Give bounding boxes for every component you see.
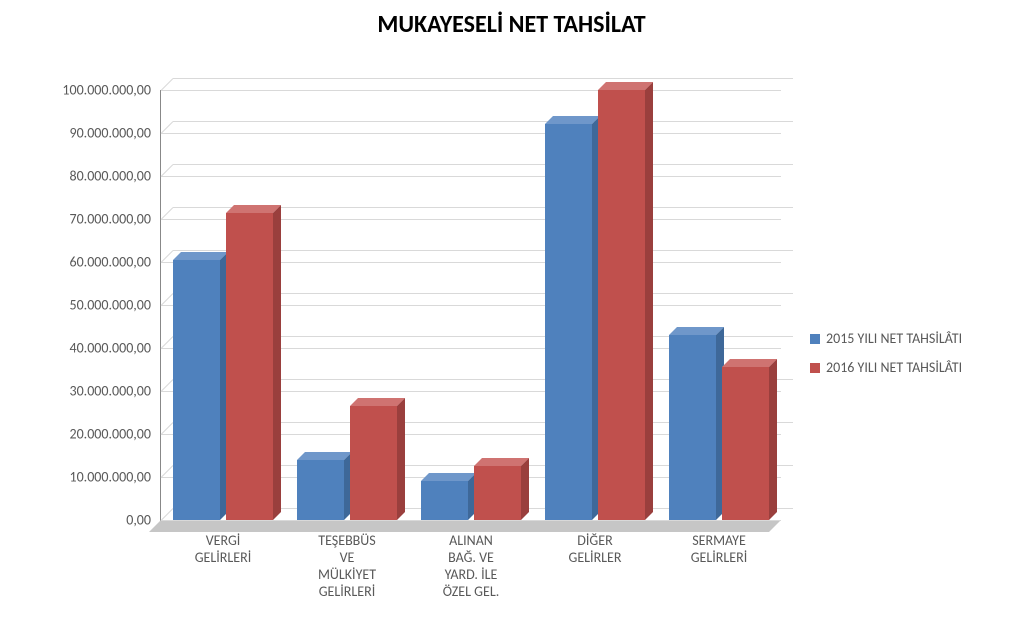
bar bbox=[474, 466, 521, 520]
bar-front bbox=[421, 481, 468, 520]
y-tick-label: 90.000.000,00 bbox=[69, 125, 151, 142]
bar bbox=[545, 124, 592, 520]
y-tick-label: 40.000.000,00 bbox=[69, 340, 151, 357]
chart-container: MUKAYESELİ NET TAHSİLAT 0,0010.000.000,0… bbox=[0, 0, 1023, 634]
x-tick-label: ALINAN BAĞ. VE YARD. İLE ÖZEL GEL. bbox=[409, 532, 533, 600]
x-tick-label: DİĞER GELİRLER bbox=[533, 532, 657, 566]
bar-front bbox=[173, 260, 220, 520]
bar bbox=[598, 90, 645, 520]
bar-side bbox=[645, 82, 653, 520]
bar-front bbox=[722, 367, 769, 520]
legend-item: 2015 YILI NET TAHSİLÂTI bbox=[810, 330, 962, 347]
gridline-depth bbox=[161, 508, 174, 521]
y-tick-label: 80.000.000,00 bbox=[69, 168, 151, 185]
gridline-depth bbox=[161, 207, 174, 220]
bar-top bbox=[226, 205, 281, 213]
gridline-back bbox=[173, 78, 793, 79]
plot-floor bbox=[149, 520, 781, 532]
legend-label: 2016 YILI NET TAHSİLÂTI bbox=[826, 359, 962, 376]
y-tick-label: 0,00 bbox=[126, 512, 151, 529]
bar-front bbox=[474, 466, 521, 520]
gridline-depth bbox=[161, 336, 174, 349]
legend-swatch bbox=[810, 363, 820, 373]
gridline-depth bbox=[161, 379, 174, 392]
y-tick-label: 30.000.000,00 bbox=[69, 383, 151, 400]
gridline-back bbox=[173, 121, 793, 122]
gridline-back bbox=[173, 164, 793, 165]
y-tick-label: 10.000.000,00 bbox=[69, 469, 151, 486]
bar-front bbox=[350, 406, 397, 520]
gridline-depth bbox=[161, 121, 174, 134]
bar bbox=[421, 481, 468, 520]
bar-side bbox=[273, 205, 281, 520]
x-tick-label: TEŞEBBÜS VE MÜLKİYET GELİRLERİ bbox=[285, 532, 409, 600]
bar bbox=[297, 460, 344, 520]
bar-side bbox=[769, 359, 777, 520]
bar-front bbox=[297, 460, 344, 520]
gridline bbox=[161, 133, 781, 134]
bar-front bbox=[545, 124, 592, 520]
legend: 2015 YILI NET TAHSİLÂTI 2016 YILI NET TAH… bbox=[810, 330, 962, 388]
legend-item: 2016 YILI NET TAHSİLÂTI bbox=[810, 359, 962, 376]
bar-side bbox=[521, 458, 529, 520]
x-tick-label: SERMAYE GELİRLERİ bbox=[657, 532, 781, 566]
legend-swatch bbox=[810, 334, 820, 344]
gridline bbox=[161, 520, 781, 521]
bar-side bbox=[397, 398, 405, 520]
y-tick-label: 60.000.000,00 bbox=[69, 254, 151, 271]
legend-label: 2015 YILI NET TAHSİLÂTI bbox=[826, 330, 962, 347]
bar bbox=[722, 367, 769, 520]
x-tick-label: VERGİ GELİRLERİ bbox=[161, 532, 285, 566]
y-tick-label: 50.000.000,00 bbox=[69, 297, 151, 314]
plot-area: 0,0010.000.000,0020.000.000,0030.000.000… bbox=[160, 90, 781, 521]
gridline-depth bbox=[161, 293, 174, 306]
gridline-depth bbox=[161, 78, 174, 91]
bar bbox=[350, 406, 397, 520]
y-tick-label: 70.000.000,00 bbox=[69, 211, 151, 228]
gridline-depth bbox=[161, 465, 174, 478]
bar bbox=[226, 213, 273, 520]
y-tick-label: 20.000.000,00 bbox=[69, 426, 151, 443]
gridline-depth bbox=[161, 164, 174, 177]
gridline bbox=[161, 176, 781, 177]
gridline bbox=[161, 90, 781, 91]
chart-title: MUKAYESELİ NET TAHSİLAT bbox=[0, 10, 1023, 39]
bar-front bbox=[669, 335, 716, 520]
gridline-depth bbox=[161, 422, 174, 435]
y-tick-label: 100.000.000,00 bbox=[62, 82, 151, 99]
bar bbox=[173, 260, 220, 520]
gridline-depth bbox=[161, 250, 174, 263]
bar-front bbox=[226, 213, 273, 520]
bar-front bbox=[598, 90, 645, 520]
bar bbox=[669, 335, 716, 520]
